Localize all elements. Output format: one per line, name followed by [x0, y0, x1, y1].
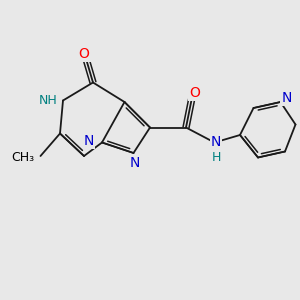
Text: N: N: [211, 136, 221, 149]
Text: H: H: [211, 151, 221, 164]
Text: N: N: [83, 134, 94, 148]
Text: O: O: [79, 47, 89, 61]
Text: CH₃: CH₃: [11, 151, 35, 164]
Text: O: O: [190, 86, 200, 100]
Text: N: N: [281, 91, 292, 104]
Text: NH: NH: [39, 94, 57, 107]
Text: N: N: [130, 157, 140, 170]
